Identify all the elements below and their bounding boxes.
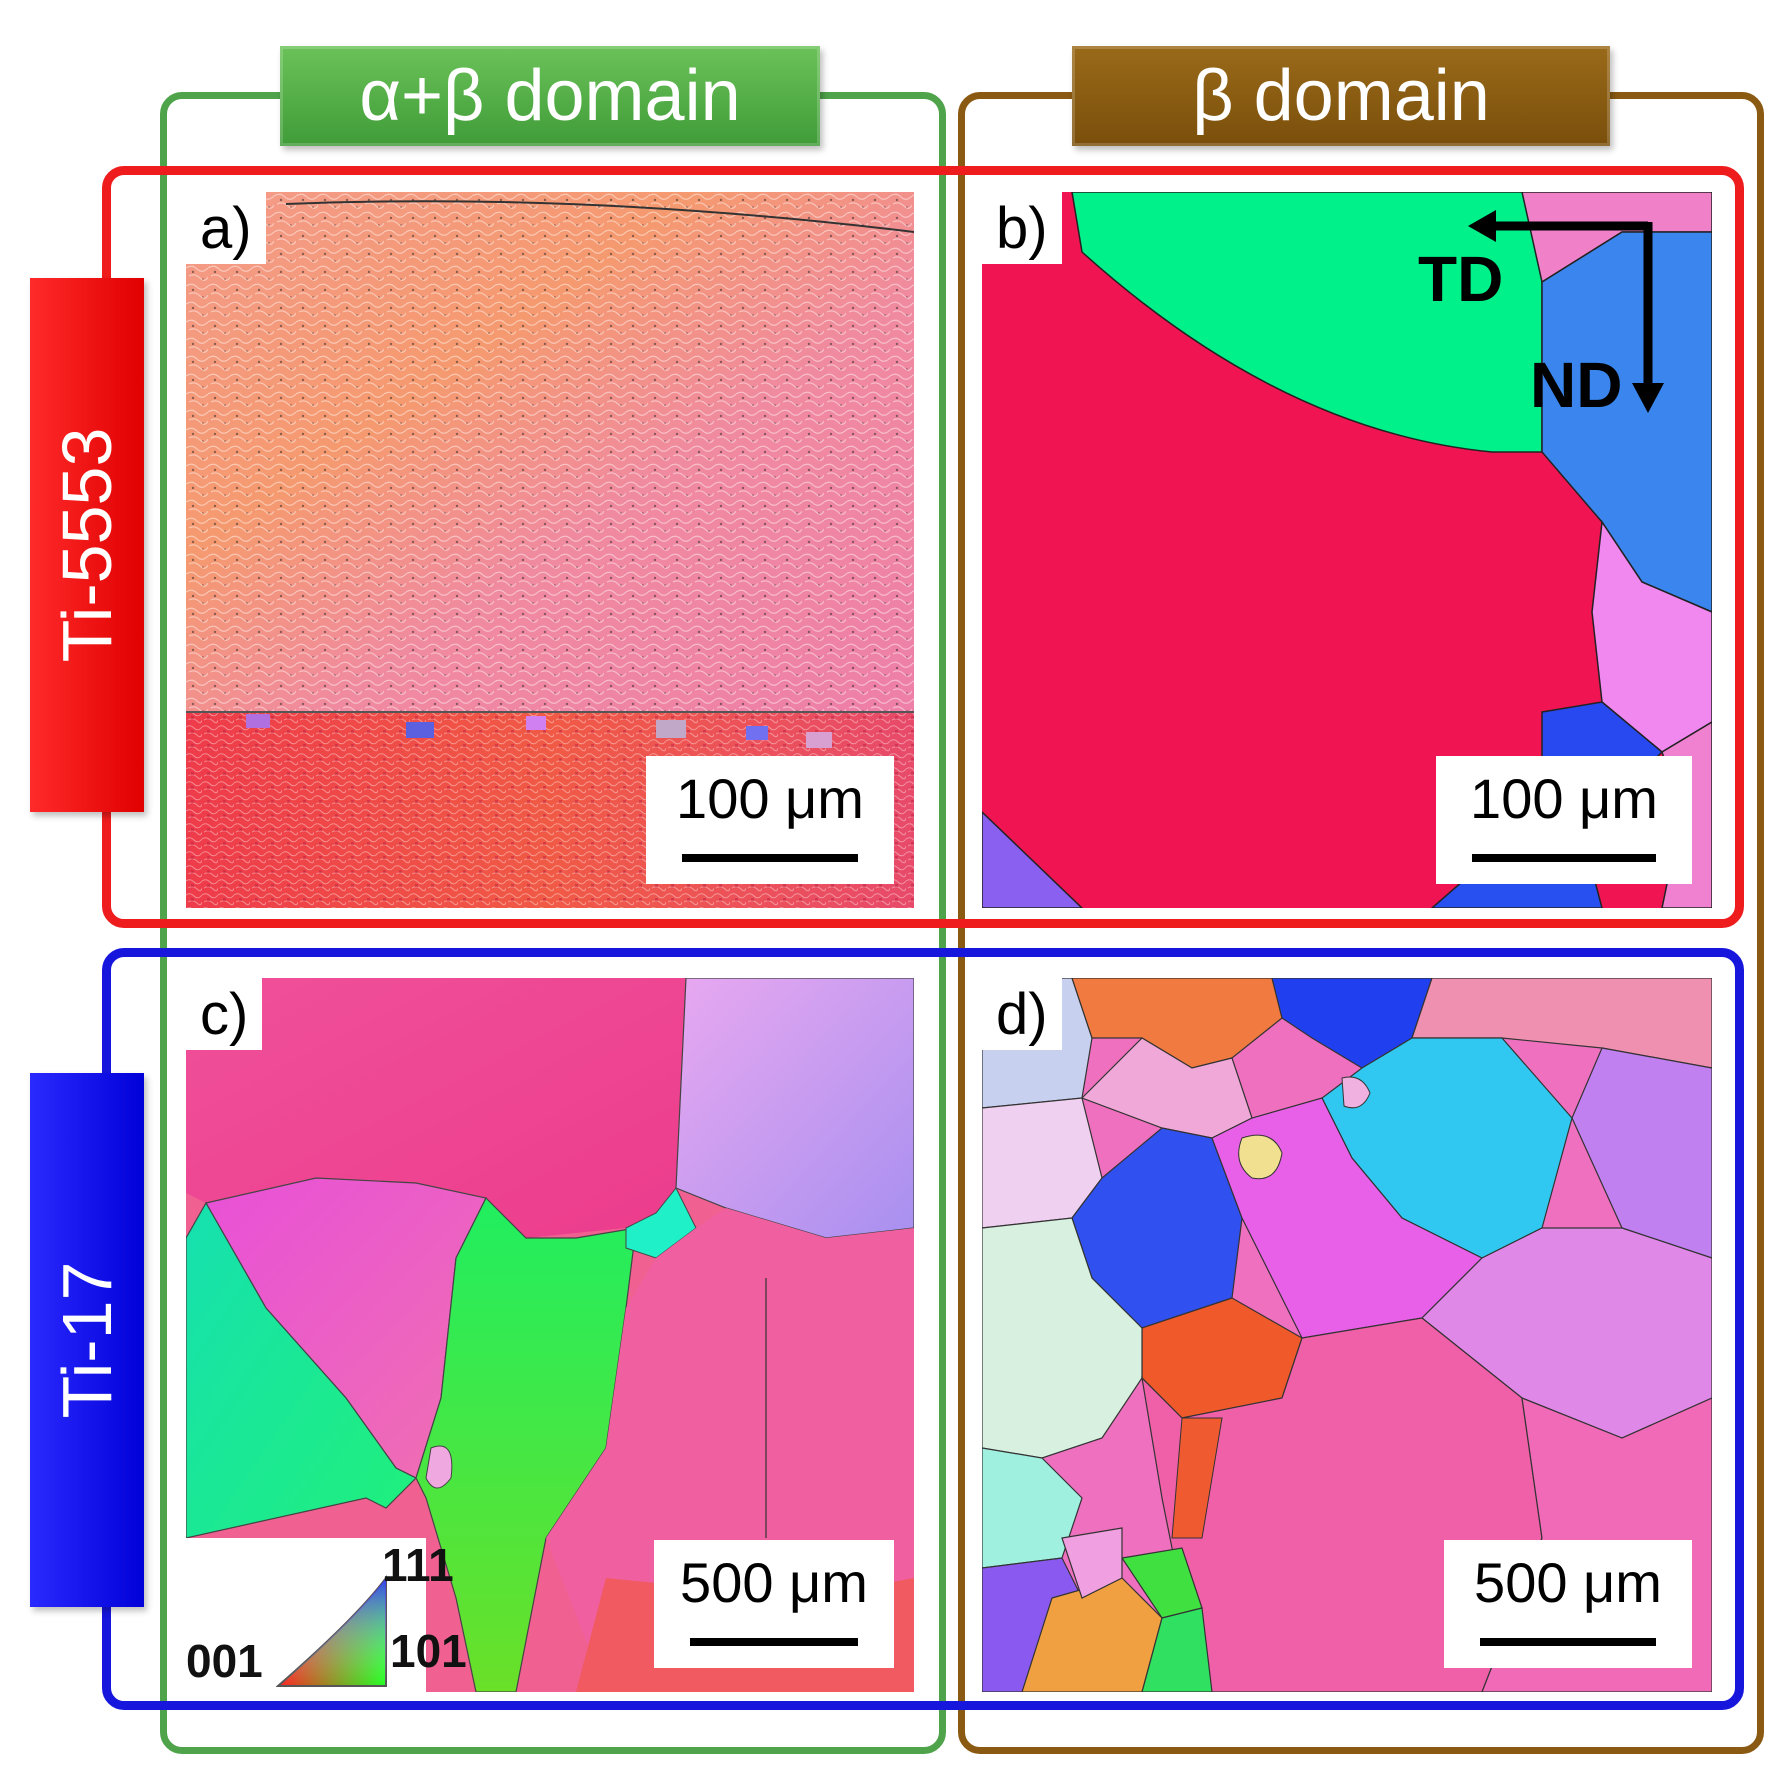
panel-c-letter: c) bbox=[186, 978, 263, 1050]
panel-d-ebsd-map: d) 500 μm bbox=[982, 978, 1712, 1692]
panel-c-scale-line bbox=[690, 1638, 858, 1646]
panel-a-scalebar: 100 μm bbox=[646, 756, 894, 884]
panel-b-scale-line bbox=[1472, 854, 1656, 862]
td-axis-label: TD bbox=[1418, 243, 1504, 315]
panel-d-scalebar: 500 μm bbox=[1444, 1540, 1692, 1668]
beta-domain-text: β domain bbox=[1192, 56, 1490, 136]
panel-b-letter: b) bbox=[982, 192, 1062, 264]
alpha-beta-domain-label: α+β domain bbox=[280, 46, 820, 146]
td-nd-axes-icon bbox=[1468, 210, 1664, 413]
panel-c-scale-text: 500 μm bbox=[680, 1551, 868, 1614]
panel-a-letter: a) bbox=[186, 192, 266, 264]
ipf-color-key-icon bbox=[276, 1575, 387, 1687]
panel-a-ebsd-map: a) 100 μm bbox=[186, 192, 914, 908]
panel-a-image bbox=[186, 192, 914, 908]
ti5553-text: Ti-5553 bbox=[48, 427, 126, 663]
ipf-101-label: 101 bbox=[390, 1625, 467, 1677]
panel-d-scale-text: 500 μm bbox=[1474, 1551, 1662, 1614]
panel-b-scale-text: 100 μm bbox=[1470, 767, 1658, 830]
panel-a-scale-text: 100 μm bbox=[676, 767, 864, 830]
panel-b-scalebar: 100 μm bbox=[1436, 756, 1692, 884]
panel-c-scalebar: 500 μm bbox=[654, 1540, 894, 1668]
alpha-beta-domain-text: α+β domain bbox=[359, 56, 741, 136]
panel-d-scale-line bbox=[1480, 1638, 1656, 1646]
panel-d-letter: d) bbox=[982, 978, 1062, 1050]
ti17-row-label: Ti-17 bbox=[30, 1073, 144, 1607]
ipf-001-label: 001 bbox=[186, 1635, 263, 1687]
ipf-111-label: 111 bbox=[382, 1539, 454, 1591]
panel-a-scale-line bbox=[682, 854, 858, 862]
panel-b-ebsd-map: b) TD ND 100 μm bbox=[982, 192, 1712, 908]
ti5553-row-label: Ti-5553 bbox=[30, 278, 144, 812]
ti17-text: Ti-17 bbox=[48, 1261, 126, 1419]
nd-axis-label: ND bbox=[1530, 349, 1623, 421]
beta-domain-label: β domain bbox=[1072, 46, 1610, 146]
panel-c-ebsd-map: c) 001 101 111 500 μm bbox=[186, 978, 914, 1692]
